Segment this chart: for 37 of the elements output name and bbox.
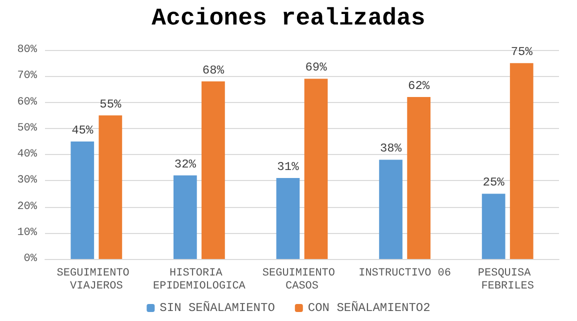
x-tick-label: SEGUIMIENTO VIAJEROS xyxy=(56,268,136,292)
data-label: 62% xyxy=(408,79,430,94)
x-tick-label: INSTRUCTIVO 06 xyxy=(358,268,452,280)
y-tick-label: 60% xyxy=(17,96,38,108)
x-tick-label: HISTORIA EPIDEMIOLOGICA xyxy=(152,268,246,292)
bar xyxy=(98,115,122,259)
y-tick-label: 0% xyxy=(24,253,38,265)
bar xyxy=(70,141,94,259)
x-tick-label: PESQUISA FEBRILES xyxy=(478,268,538,292)
bar xyxy=(510,63,534,259)
y-tick-label: 30% xyxy=(17,174,38,187)
data-label: 69% xyxy=(305,60,328,75)
y-tick-label: 70% xyxy=(17,70,38,82)
data-label: 55% xyxy=(100,97,122,112)
legend-label: SIN SEÑALAMIENTO xyxy=(160,301,275,315)
data-label: 45% xyxy=(72,123,94,138)
y-tick-label: 80% xyxy=(17,44,38,56)
chart-title: Acciones realizadas xyxy=(152,6,426,32)
bar xyxy=(174,175,197,259)
data-label: 32% xyxy=(174,157,197,172)
data-label: 25% xyxy=(482,176,506,190)
y-tick-label: 40% xyxy=(17,148,38,160)
data-label: 31% xyxy=(277,160,300,174)
data-label: 68% xyxy=(202,63,225,78)
y-tick-label: 20% xyxy=(17,200,38,213)
bar xyxy=(379,160,402,259)
bar xyxy=(482,194,506,259)
bar xyxy=(276,178,300,259)
bar xyxy=(202,81,225,259)
legend-label: CON SEÑALAMIENTO2 xyxy=(308,301,430,315)
data-label: 38% xyxy=(380,142,402,156)
x-tick-label: SEGUIMIENTO CASOS xyxy=(262,268,342,292)
data-label: 75% xyxy=(510,45,534,60)
y-tick-label: 10% xyxy=(17,226,38,239)
bar xyxy=(407,97,430,259)
bar xyxy=(304,78,328,259)
y-tick-label: 50% xyxy=(17,122,38,134)
